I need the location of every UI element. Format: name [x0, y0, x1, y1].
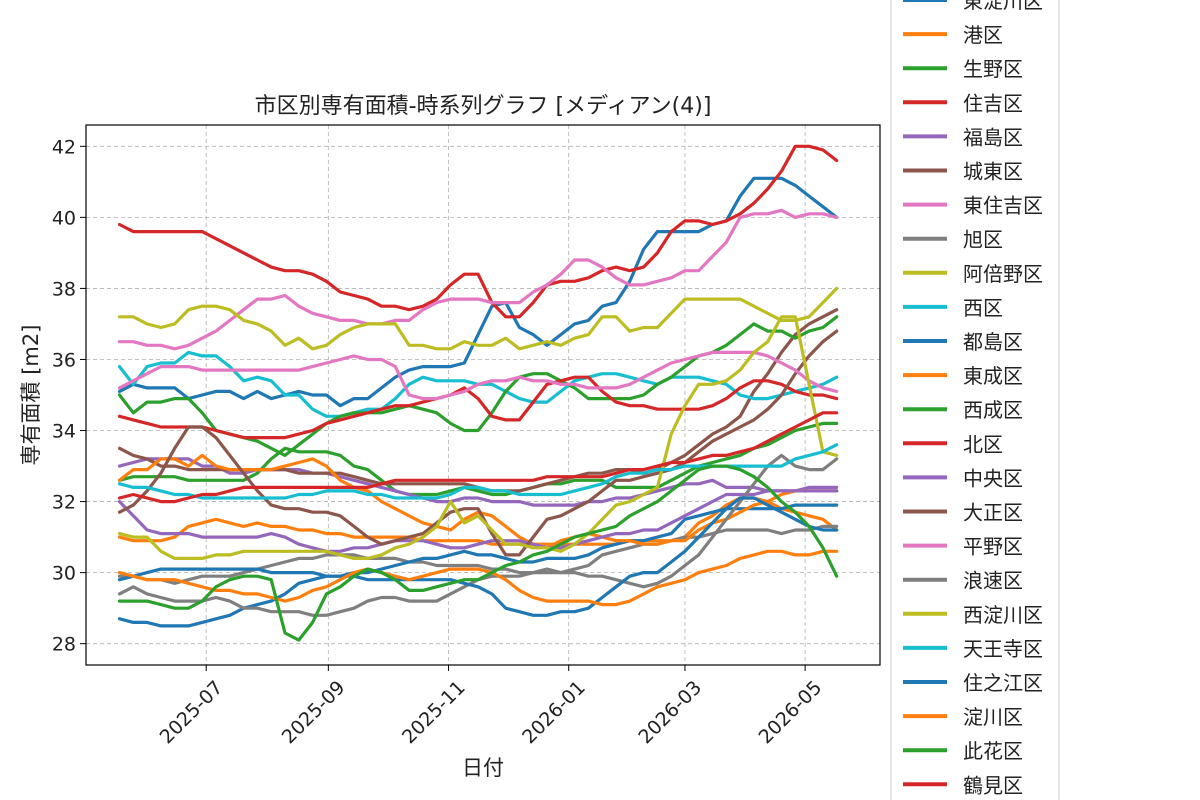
x-axis-ticks: 2025-07 2025-09 2025-11 2026-01 2026-03 2026-…	[156, 665, 827, 749]
series-line	[117, 375, 839, 440]
y-tick-label: 38	[52, 278, 76, 300]
legend-label: 都島区	[963, 330, 1023, 354]
legend-label: 西成区	[963, 398, 1023, 422]
y-tick-label: 34	[52, 421, 76, 443]
chart-title: 市区別専有面積-時系列グラフ [メディアン(4)]	[255, 94, 712, 119]
legend-label: 淀川区	[963, 705, 1023, 729]
y-axis-label: 専有面積 [m2]	[19, 325, 43, 466]
series-line	[117, 503, 839, 628]
legend-label: 生野区	[963, 57, 1023, 81]
series-line	[117, 144, 839, 319]
legend-label: 東淀川区	[963, 0, 1043, 13]
x-tick-label: 2025-11	[398, 677, 470, 749]
legend-label: 天王寺区	[963, 637, 1043, 661]
legend-label: 平野区	[963, 535, 1023, 559]
x-tick-label: 2026-03	[634, 677, 706, 749]
x-tick-label: 2026-01	[518, 677, 590, 749]
x-tick-label: 2025-09	[278, 677, 350, 749]
legend-label: 旭区	[963, 228, 1003, 252]
legend-label: 浪速区	[963, 569, 1023, 593]
y-tick-label: 42	[52, 136, 76, 158]
y-tick-label: 30	[52, 563, 76, 585]
legend-label: 城東区	[963, 160, 1023, 184]
series-line	[117, 286, 839, 351]
series-line	[117, 464, 839, 642]
legend-label: 北区	[963, 432, 1003, 456]
y-tick-label: 28	[52, 634, 76, 656]
x-tick-label: 2025-07	[156, 677, 228, 749]
series-line	[117, 549, 839, 607]
legend-label: 此花区	[963, 739, 1023, 763]
legend-label: 阿倍野区	[963, 262, 1043, 286]
series-line	[117, 457, 839, 507]
legend-label: 港区	[963, 23, 1003, 47]
legend-label: 鶴見区	[963, 773, 1023, 797]
series-line	[117, 496, 839, 617]
legend-label: 住之江区	[963, 671, 1043, 695]
legend-frame	[890, 0, 1060, 800]
series-line	[117, 329, 839, 557]
series-line	[117, 489, 839, 553]
legend-label: 西区	[963, 296, 1003, 320]
series-lines	[117, 144, 839, 642]
y-tick-label: 36	[52, 349, 76, 371]
y-tick-label: 40	[52, 207, 76, 229]
x-axis-label: 日付	[462, 756, 504, 780]
legend-label: 東住吉区	[963, 194, 1043, 218]
series-line	[117, 350, 839, 401]
series-line	[117, 421, 839, 497]
legend-label: 西淀川区	[963, 603, 1043, 627]
legend-label: 住吉区	[963, 91, 1023, 115]
series-line	[117, 411, 839, 504]
legend-label: 大正区	[963, 501, 1023, 525]
legend-label: 中央区	[963, 466, 1023, 490]
legend-label: 福島区	[963, 125, 1023, 149]
plot-frame	[85, 124, 881, 666]
legend: 東淀川区港区生野区住吉区福島区城東区東住吉区旭区阿倍野区西区都島区東成区西成区北…	[890, 0, 1060, 800]
legend-label: 東成区	[963, 364, 1023, 388]
grid	[86, 125, 880, 665]
series-line	[117, 208, 839, 351]
y-tick-label: 32	[52, 492, 76, 514]
x-tick-label: 2026-05	[755, 677, 827, 749]
series-line	[117, 315, 839, 561]
y-axis-ticks: 28 30 32 34 36 38 40 42	[52, 136, 86, 656]
